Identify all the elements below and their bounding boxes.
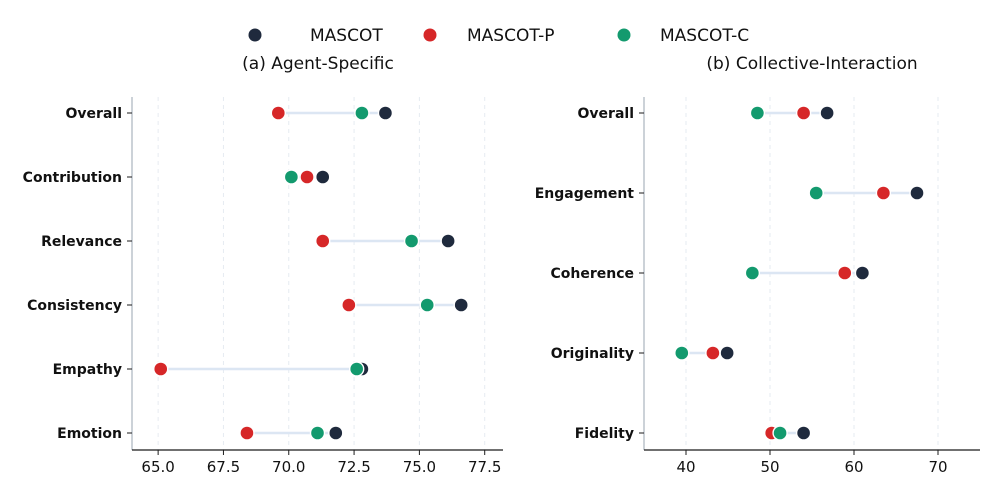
category-label-relevance: Relevance [41,234,122,250]
point-mascot-p-originality [705,345,721,361]
point-mascot-p-emotion [239,425,255,441]
point-mascot-overall [819,105,835,121]
point-mascot-p-overall [795,105,812,121]
point-mascot-overall [377,105,394,121]
category-label-empathy: Empathy [53,362,122,378]
legend-label-mascot: MASCOT [310,26,383,46]
point-mascot-c-consistency [419,297,435,313]
point-mascot-p-overall [270,105,287,121]
category-label-coherence: Coherence [550,266,634,282]
legend-label-mascot-c: MASCOT-C [660,26,749,46]
legend-marker-mascot-p [423,28,437,42]
x-tick-label: 40 [676,458,695,476]
point-mascot-coherence [854,265,871,281]
category-label-consistency: Consistency [27,298,122,314]
panel-title: (b) Collective-Interaction [706,54,917,74]
point-mascot-c-empathy [348,361,365,377]
category-label-fidelity: Fidelity [575,426,634,442]
point-mascot-c-contribution [283,169,300,185]
x-tick-label: 70.0 [272,458,305,476]
point-mascot-c-coherence [744,265,761,281]
point-mascot-p-contribution [299,169,315,185]
legend-marker-mascot [248,28,262,42]
point-mascot-p-empathy [153,361,169,377]
point-mascot-p-relevance [315,233,331,249]
point-mascot-engagement [909,185,925,201]
category-label-emotion: Emotion [57,426,122,442]
category-label-overall: Overall [578,106,634,122]
point-mascot-c-overall [354,105,370,121]
legend-label-mascot-p: MASCOT-P [467,26,555,46]
point-mascot-emotion [328,425,344,441]
point-mascot-relevance [440,233,456,249]
category-label-originality: Originality [551,346,634,362]
point-mascot-p-coherence [837,265,853,281]
point-mascot-c-emotion [309,425,326,441]
point-mascot-c-fidelity [772,425,788,441]
panel-agent-specific: (a) Agent-Specific 65.0 67.5 70.0 72.5 75.0 77… [23,54,503,476]
point-mascot-p-consistency [341,297,357,313]
point-mascot-fidelity [795,425,812,441]
legend-marker-mascot-c [617,28,631,42]
x-tick-label: 77.5 [468,458,501,476]
point-mascot-c-relevance [403,233,420,249]
x-tick-label: 50 [760,458,779,476]
panel-title: (a) Agent-Specific [242,54,394,74]
x-tick-label: 65.0 [141,458,174,476]
category-label-contribution: Contribution [23,170,122,186]
x-tick-label: 72.5 [337,458,370,476]
point-mascot-p-engagement [875,185,892,201]
x-tick-label: 60 [844,458,863,476]
point-mascot-c-overall [749,105,766,121]
panel-collective-interaction: (b) Collective-Interaction 40 50 60 70 Overal… [535,54,980,476]
point-mascot-originality [719,345,735,361]
point-mascot-consistency [453,297,469,313]
legend: MASCOT MASCOT-P MASCOT-C [248,26,749,46]
x-tick-label: 75.0 [403,458,436,476]
category-label-engagement: Engagement [535,186,635,202]
point-mascot-c-originality [674,345,690,361]
point-mascot-contribution [315,169,331,185]
x-tick-label: 70 [928,458,947,476]
point-mascot-c-engagement [808,185,824,201]
category-label-overall: Overall [66,106,122,122]
x-tick-label: 67.5 [207,458,240,476]
